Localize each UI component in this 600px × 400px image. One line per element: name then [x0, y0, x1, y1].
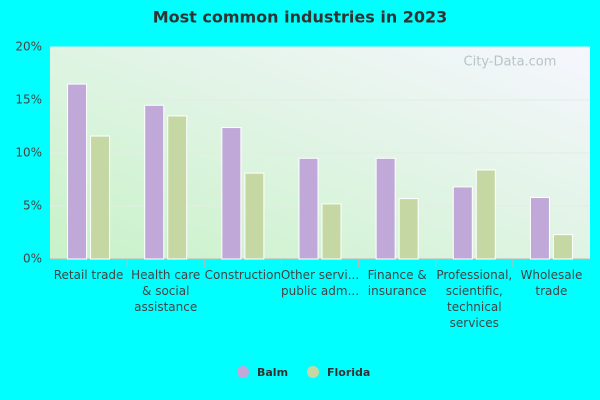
legend-swatch: [237, 366, 249, 378]
bar: [221, 127, 242, 260]
legend-label: Balm: [257, 366, 288, 379]
x-tick-label: Wholesale trade: [520, 268, 582, 298]
y-tick-label: 0%: [23, 252, 42, 266]
legend-swatch: [307, 366, 319, 378]
bar: [452, 186, 473, 260]
x-tick-label: Professional, scientific, technical service…: [436, 268, 512, 330]
y-tick-label: 15%: [15, 93, 42, 107]
bar: [321, 203, 342, 260]
bar: [398, 198, 419, 260]
y-tick-label: 20%: [15, 40, 42, 54]
bar: [552, 234, 573, 260]
watermark: City-Data.com: [464, 55, 557, 70]
y-tick-label: 10%: [15, 146, 42, 160]
legend-label: Florida: [327, 366, 370, 379]
x-tick-label: Health care & social assistance: [131, 268, 200, 314]
chart-title: Most common industries in 2023: [153, 8, 448, 27]
x-tick-label: Finance & insurance: [368, 268, 427, 298]
x-tick-label: Retail trade: [54, 268, 124, 282]
bar: [244, 172, 265, 260]
bar: [298, 157, 319, 260]
bar: [144, 104, 165, 260]
y-tick-label: 5%: [23, 199, 42, 213]
bar: [167, 115, 188, 260]
bar: [529, 197, 550, 260]
bar: [67, 83, 88, 260]
x-tick-label: Other servi... public adm...: [281, 268, 359, 298]
bar: [90, 135, 111, 260]
bar: [375, 157, 396, 260]
bar: [475, 169, 496, 260]
x-tick-label: Construction: [205, 268, 281, 282]
